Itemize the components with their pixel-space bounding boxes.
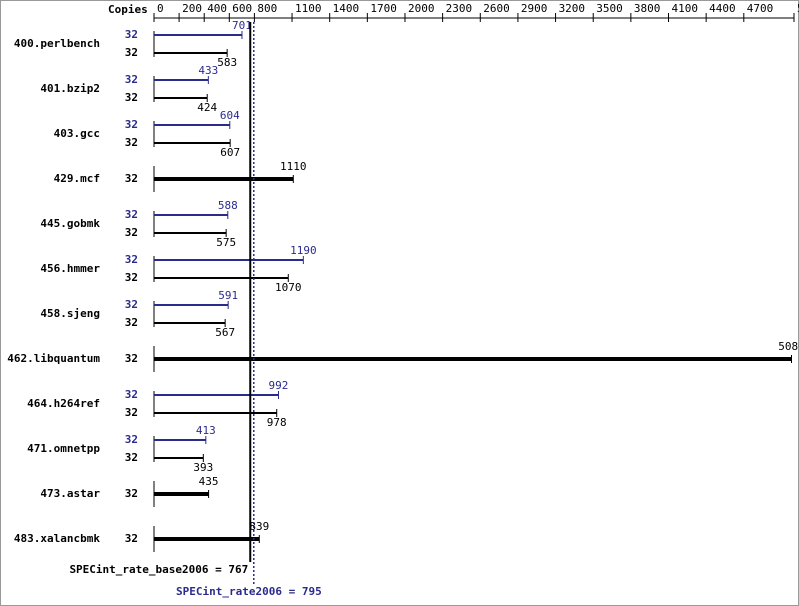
x-tick-label: 200 [182,2,202,15]
bar [154,412,277,414]
reference-label: SPECint_rate_base2006 = 767 [69,563,248,576]
category-label: 429.mcf [54,172,100,185]
x-tick-label: 5100 [797,2,799,15]
x-tick-label: 2300 [446,2,473,15]
bar [154,277,289,279]
category-label: 445.gobmk [40,217,100,230]
value-label: 607 [220,146,240,159]
copies-label: 32 [125,253,138,266]
x-tick-label: 4400 [709,2,736,15]
copies-label: 32 [125,208,138,221]
x-tick-label: 3500 [596,2,623,15]
value-label: 413 [196,424,216,437]
category-label: 471.omnetpp [27,442,100,455]
bar [154,322,226,324]
bar [154,259,304,261]
copies-label: 32 [125,352,138,365]
bar [154,357,792,361]
category-label: 483.xalancbmk [14,532,100,545]
value-label: 5080 [778,340,799,353]
bar [154,97,208,99]
reference-label: SPECint_rate2006 = 795 [176,585,322,598]
value-label: 435 [199,475,219,488]
bar [154,537,260,541]
bar [154,34,242,36]
x-tick-label: 1400 [333,2,360,15]
category-label: 473.astar [40,487,100,500]
x-tick-label: 3800 [634,2,661,15]
value-label: 393 [193,461,213,474]
category-label: 462.libquantum [7,352,100,365]
value-label: 583 [217,56,237,69]
x-tick-label: 3200 [559,2,586,15]
value-label: 575 [216,236,236,249]
x-tick-label: 2000 [408,2,435,15]
value-label: 978 [267,416,287,429]
copies-label: 32 [125,271,138,284]
value-label: 424 [197,101,217,114]
copies-label: 32 [125,298,138,311]
value-label: 588 [218,199,238,212]
copies-label: 32 [125,91,138,104]
copies-label: 32 [125,172,138,185]
bar [154,214,228,216]
bar [154,142,231,144]
copies-label: 32 [125,28,138,41]
x-tick-label: 1700 [370,2,397,15]
copies-label: 32 [125,316,138,329]
category-label: 400.perlbench [14,37,100,50]
x-tick-label: 2900 [521,2,548,15]
category-label: 401.bzip2 [40,82,100,95]
bar [154,304,229,306]
bar [154,232,227,234]
bar [154,177,294,181]
value-label: 1110 [280,160,307,173]
x-tick-label: 800 [257,2,277,15]
bar [154,79,209,81]
copies-label: 32 [125,451,138,464]
category-label: 403.gcc [54,127,100,140]
value-label: 1070 [275,281,302,294]
copies-label: 32 [125,388,138,401]
x-tick-label: 1100 [295,2,322,15]
value-label: 604 [220,109,240,122]
category-label: 456.hmmer [40,262,100,275]
copies-label: 32 [125,406,138,419]
value-label: 1190 [290,244,317,257]
value-label: 433 [198,64,218,77]
bar [154,492,209,496]
copies-label: 32 [125,433,138,446]
bar [154,457,204,459]
bar [154,52,228,54]
value-label: 992 [269,379,289,392]
x-tick-label: 2600 [483,2,510,15]
copies-label: 32 [125,226,138,239]
category-label: 464.h264ref [27,397,100,410]
value-label: 591 [218,289,238,302]
copies-label: 32 [125,532,138,545]
copies-label: 32 [125,73,138,86]
x-tick-label: 4700 [747,2,774,15]
x-tick-label: 4100 [672,2,699,15]
bar [154,394,279,396]
copies-label: 32 [125,118,138,131]
bar [154,439,206,441]
copies-label: 32 [125,46,138,59]
category-label: 458.sjeng [40,307,100,320]
value-label: 839 [249,520,269,533]
x-tick-label: 0 [157,2,164,15]
value-label: 567 [215,326,235,339]
x-tick-label: 600 [232,2,252,15]
copies-label: 32 [125,136,138,149]
copies-header: Copies [108,3,148,16]
value-label: 701 [232,19,252,32]
bar [154,124,230,126]
x-tick-label: 400 [207,2,227,15]
copies-label: 32 [125,487,138,500]
